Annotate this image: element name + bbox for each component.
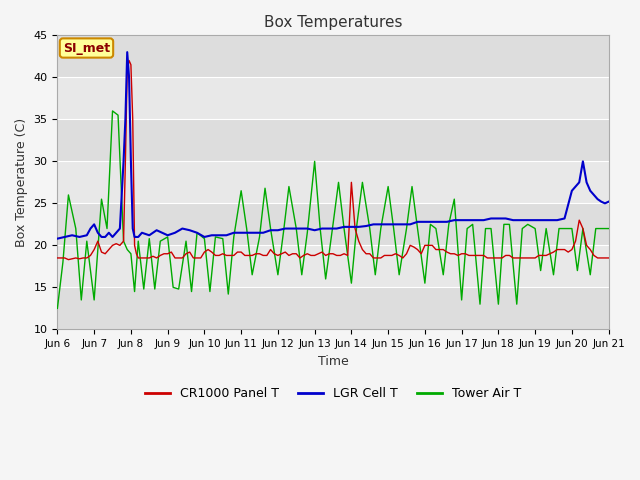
- X-axis label: Time: Time: [317, 355, 348, 368]
- Bar: [58, 204, 609, 245]
- Y-axis label: Box Temperature (C): Box Temperature (C): [15, 118, 28, 247]
- Bar: [58, 36, 609, 77]
- Title: Box Temperatures: Box Temperatures: [264, 15, 403, 30]
- Bar: [58, 288, 609, 329]
- Text: SI_met: SI_met: [63, 41, 110, 55]
- Legend: CR1000 Panel T, LGR Cell T, Tower Air T: CR1000 Panel T, LGR Cell T, Tower Air T: [140, 383, 526, 406]
- Bar: [58, 120, 609, 161]
